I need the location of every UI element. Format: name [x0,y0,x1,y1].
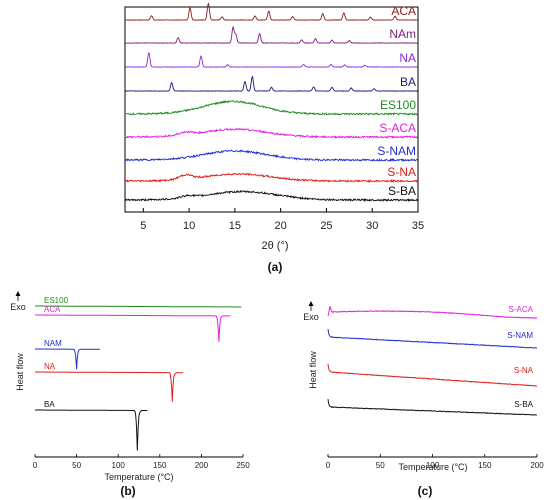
dsc-b-x-axis-title: Temperature (°C) [104,472,173,482]
dsc-b-trace [35,305,242,308]
dsc-b-exo-label: Exo [10,302,26,312]
dsc-b-traces [35,305,242,451]
dsc-c-trace [327,328,537,349]
xrd-trace-label: NA [399,51,416,65]
xrd-trace-label: ACA [391,4,416,18]
panel-label-a: (a) [268,260,283,274]
xrd-x-tick-label: 15 [229,220,241,232]
dsc-c-trace-label: S-ACA [509,305,534,314]
xrd-trace [124,127,419,139]
xrd-x-ticks: 5 10 15 20 25 30 35 [140,208,424,232]
panel-label-c: (c) [418,484,433,498]
dsc-b-x-tick-label: 150 [153,461,167,470]
xrd-trace-label: S-NA [387,165,416,179]
dsc-b-trace-label: ES100 [44,296,69,305]
dsc-c-trace [327,305,538,319]
xrd-traces [124,2,419,203]
xrd-x-tick-label: 5 [140,220,146,232]
xrd-x-tick-label: 25 [320,220,332,232]
xrd-trace [125,2,418,21]
xrd-trace-labels: ACA NAm NA BA ES100 S-ACA S-NAM S-NA S-BA [377,4,416,198]
xrd-trace-label: NAm [389,27,416,41]
dsc-b-x-tick-label: 0 [33,461,38,470]
xrd-panel: ACA NAm NA BA ES100 S-ACA S-NAM S-NA S-BA 5 10 15 2… [124,2,424,274]
dsc-b-trace [35,409,148,451]
xrd-x-tick-label: 35 [412,220,424,232]
xrd-trace [124,189,419,203]
dsc-c-x-tick-label: 150 [478,461,492,470]
xrd-trace-label: S-ACA [379,121,416,135]
dsc-c-x-tick-label: 100 [426,461,440,470]
dsc-c-trace-labels: S-ACA S-NAM S-NA S-BA [507,305,533,409]
dsc-b-trace-label: BA [44,400,55,409]
dsc-c-trace [327,399,537,416]
xrd-trace-label: S-NAM [377,144,416,158]
xrd-trace-label: ES100 [380,98,416,112]
dsc-b-trace [35,314,231,342]
dsc-b-x-tick-label: 200 [195,461,209,470]
xrd-trace [124,52,418,68]
dsc-b-trace-label: NAM [44,339,62,348]
dsc-c-x-tick-label: 200 [530,461,544,470]
xrd-x-tick-label: 20 [275,220,287,232]
dsc-c-exo-arrowhead [308,301,314,306]
dsc-c-x-ticks: 0 50 100 150 200 [326,454,544,470]
dsc-c-x-tick-label: 0 [326,461,331,470]
xrd-x-tick-label: 10 [183,220,195,232]
dsc-b-x-tick-label: 100 [112,461,126,470]
dsc-b-x-ticks: 0 50 100 150 200 250 [33,454,250,470]
xrd-plot-frame [124,6,419,213]
dsc-b-trace-label: ACA [44,305,61,314]
dsc-c-trace-label: S-NA [514,366,534,375]
xrd-trace [124,149,419,163]
dsc-c-traces [327,305,538,416]
xrd-trace [124,75,419,92]
dsc-c-trace-label: S-NAM [507,331,533,340]
dsc-c-x-axis-title: Temperature (°C) [398,462,467,472]
dsc-c-x-tick-label: 50 [376,461,385,470]
dsc-b-exo-arrowhead [15,291,21,296]
dsc-b-x-tick-label: 50 [72,461,81,470]
dsc-b-trace [35,371,184,402]
xrd-trace [124,99,419,116]
xrd-trace-label: BA [400,75,416,89]
dsc-c-exo-label: Exo [303,312,319,322]
xrd-x-axis-title: 2θ (°) [261,240,288,252]
dsc-dispersions-panel: S-ACA S-NAM S-NA S-BA 0 50 100 150 200 Exo Heat… [303,301,544,498]
panel-label-b: (b) [120,484,135,498]
dsc-b-trace-label: NA [44,362,56,371]
dsc-c-trace [327,363,538,387]
xrd-trace [124,172,419,184]
xrd-trace [124,25,418,44]
xrd-x-tick-label: 30 [366,220,378,232]
dsc-c-trace-label: S-BA [514,400,533,409]
dsc-b-trace [35,348,100,370]
dsc-b-y-axis-title: Heat flow [15,353,25,391]
xrd-trace-label: S-BA [388,184,416,198]
dsc-b-x-tick-label: 250 [236,461,250,470]
dsc-c-y-axis-title: Heat flow [308,351,318,389]
